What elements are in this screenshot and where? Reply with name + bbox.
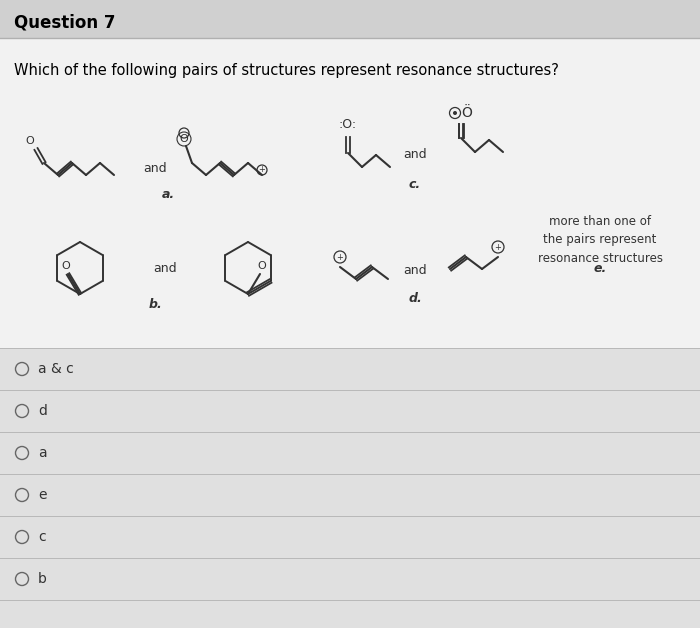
Text: and: and — [403, 264, 427, 276]
Text: a.: a. — [162, 188, 174, 202]
Text: +: + — [337, 252, 344, 261]
Text: :O:: :O: — [339, 119, 357, 131]
Text: Ö: Ö — [461, 106, 472, 120]
Text: and: and — [403, 148, 427, 161]
Text: O: O — [26, 136, 34, 146]
FancyBboxPatch shape — [0, 0, 700, 38]
Text: more than one of
the pairs represent
resonance structures: more than one of the pairs represent res… — [538, 215, 662, 265]
Text: O: O — [62, 261, 71, 271]
Text: O: O — [258, 261, 267, 271]
Text: c.: c. — [409, 178, 421, 192]
Text: a: a — [38, 446, 47, 460]
Circle shape — [453, 111, 457, 115]
FancyBboxPatch shape — [0, 38, 700, 348]
Text: e.: e. — [594, 261, 607, 274]
Text: and: and — [144, 161, 167, 175]
Text: O: O — [180, 134, 188, 144]
Text: +: + — [495, 242, 501, 251]
Text: Question 7: Question 7 — [14, 13, 116, 31]
Text: and: and — [153, 261, 177, 274]
Text: +: + — [258, 166, 265, 175]
Text: b: b — [38, 572, 47, 586]
Text: d.: d. — [408, 291, 422, 305]
Text: b.: b. — [148, 298, 162, 311]
Text: a & c: a & c — [38, 362, 74, 376]
Text: c: c — [38, 530, 46, 544]
Text: e: e — [38, 488, 46, 502]
Text: d: d — [38, 404, 47, 418]
FancyBboxPatch shape — [0, 348, 700, 628]
Text: Which of the following pairs of structures represent resonance structures?: Which of the following pairs of structur… — [14, 63, 559, 77]
